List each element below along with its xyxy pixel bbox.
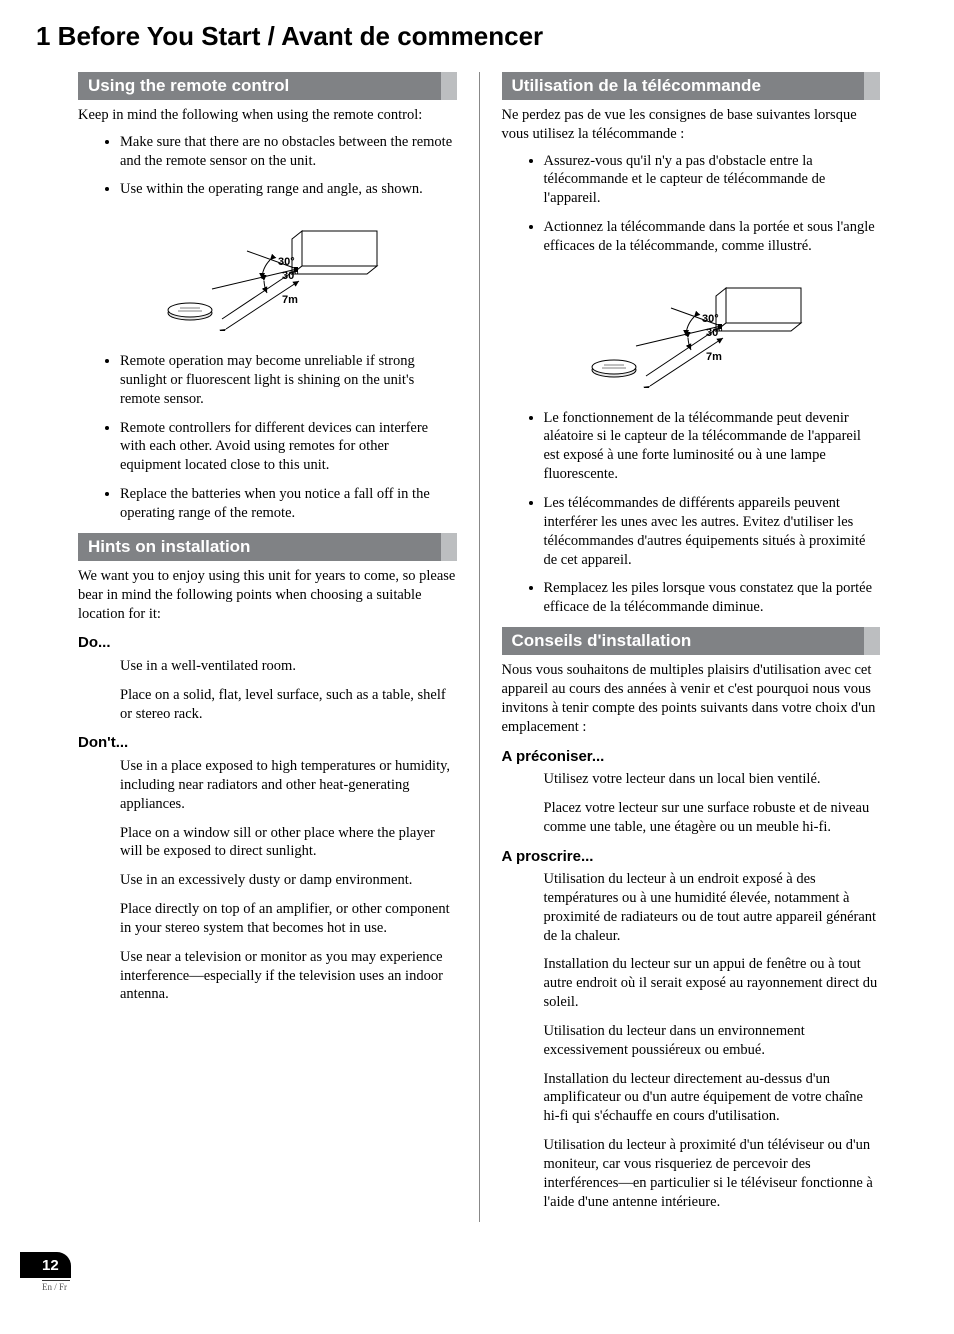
list-item: Les télécommandes de différents appareil… (544, 494, 881, 569)
list-item: Place directly on top of an amplifier, o… (120, 900, 457, 938)
intro-text: Ne perdez pas de vue les consignes de ba… (502, 106, 881, 144)
section-heading-remote-fr: Utilisation de la télécommande (502, 72, 881, 100)
do-list: Use in a well-ventilated room. Place on … (78, 657, 457, 724)
intro-text: Keep in mind the following when using th… (78, 106, 457, 125)
angle-label: 30° (706, 327, 723, 339)
chapter-title: 1 Before You Start / Avant de commencer (36, 20, 904, 54)
list-item: Remote controllers for different devices… (120, 419, 457, 476)
angle-label: 30° (702, 313, 719, 325)
list-item: Le fonctionnement de la télécommande peu… (544, 409, 881, 484)
dont-list: Utilisation du lecteur à un endroit expo… (502, 870, 881, 1212)
list-item: Make sure that there are no obstacles be… (120, 133, 457, 171)
list-item: Utilisation du lecteur à proximité d'un … (544, 1136, 881, 1211)
intro-text: Nous vous souhaitons de multiples plaisi… (502, 661, 881, 736)
column-french: Utilisation de la télécommande Ne perdez… (480, 72, 905, 1222)
page-lang-label: En / Fr (42, 1280, 70, 1294)
list-item: Assurez-vous qu'il n'y a pas d'obstacle … (544, 152, 881, 209)
list-item: Utilisation du lecteur à un endroit expo… (544, 870, 881, 945)
list-item: Use in a place exposed to high temperatu… (120, 757, 457, 814)
distance-label: 7m (706, 351, 722, 363)
bullet-list: Make sure that there are no obstacles be… (78, 133, 457, 200)
list-item: Use within the operating range and angle… (120, 180, 457, 199)
bullet-list: Assurez-vous qu'il n'y a pas d'obstacle … (502, 152, 881, 256)
list-item: Replace the batteries when you notice a … (120, 485, 457, 523)
section-heading-remote-en: Using the remote control (78, 72, 457, 100)
section-heading-install-en: Hints on installation (78, 533, 457, 561)
page-number-tab: 12 En / Fr (20, 1252, 904, 1294)
dont-list: Use in a place exposed to high temperatu… (78, 757, 457, 1004)
list-item: Place on a solid, flat, level surface, s… (120, 686, 457, 724)
list-item: Use in an excessively dusty or damp envi… (120, 871, 457, 890)
list-item: Remplacez les piles lorsque vous constat… (544, 579, 881, 617)
two-column-layout: Using the remote control Keep in mind th… (30, 72, 904, 1222)
do-heading: Do... (78, 633, 457, 653)
angle-label: 30° (278, 256, 295, 268)
bullet-list: Le fonctionnement de la télécommande peu… (502, 409, 881, 617)
dont-heading: Don't... (78, 733, 457, 753)
list-item: Utilisez votre lecteur dans un local bie… (544, 770, 881, 789)
list-item: Placez votre lecteur sur une surface rob… (544, 799, 881, 837)
page-number: 12 (20, 1252, 71, 1279)
section-heading-install-fr: Conseils d'installation (502, 627, 881, 655)
bullet-list: Remote operation may become unreliable i… (78, 352, 457, 523)
list-item: Use near a television or monitor as you … (120, 948, 457, 1005)
remote-range-diagram: 30° 30° 7m (78, 211, 457, 338)
distance-label: 7m (282, 294, 298, 306)
list-item: Place on a window sill or other place wh… (120, 824, 457, 862)
remote-range-diagram: 30° 30° 7m (502, 268, 881, 395)
list-item: Installation du lecteur directement au-d… (544, 1070, 881, 1127)
dont-heading: A proscrire... (502, 847, 881, 867)
column-english: Using the remote control Keep in mind th… (30, 72, 480, 1222)
intro-text: We want you to enjoy using this unit for… (78, 567, 457, 624)
list-item: Installation du lecteur sur un appui de … (544, 955, 881, 1012)
do-list: Utilisez votre lecteur dans un local bie… (502, 770, 881, 837)
list-item: Utilisation du lecteur dans un environne… (544, 1022, 881, 1060)
list-item: Remote operation may become unreliable i… (120, 352, 457, 409)
list-item: Actionnez la télécommande dans la portée… (544, 218, 881, 256)
angle-label: 30° (282, 270, 299, 282)
do-heading: A préconiser... (502, 747, 881, 767)
list-item: Use in a well-ventilated room. (120, 657, 457, 676)
